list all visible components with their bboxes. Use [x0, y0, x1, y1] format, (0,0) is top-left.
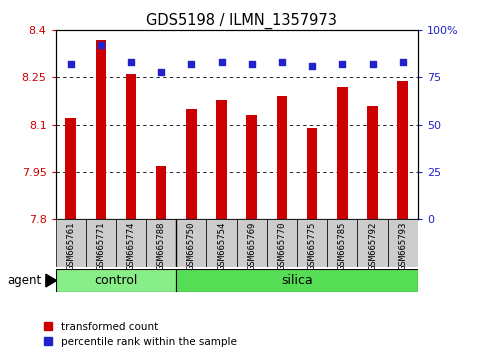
Point	[278, 59, 286, 65]
Bar	[388, 219, 418, 267]
Legend: transformed count, percentile rank within the sample: transformed count, percentile rank withi…	[44, 322, 236, 347]
Text: GSM665771: GSM665771	[96, 222, 105, 270]
Point	[67, 61, 74, 67]
Point	[157, 69, 165, 75]
Text: control: control	[94, 274, 138, 287]
Point	[308, 63, 316, 69]
Bar	[246, 115, 257, 219]
Point	[97, 42, 105, 48]
Text: silica: silica	[281, 274, 313, 287]
Point	[369, 61, 376, 67]
Polygon shape	[46, 274, 57, 287]
Bar	[398, 81, 408, 219]
Text: GSM665770: GSM665770	[277, 222, 286, 270]
Bar	[96, 40, 106, 219]
Text: GSM665761: GSM665761	[66, 222, 75, 270]
Bar	[186, 109, 197, 219]
Bar	[126, 74, 136, 219]
Bar	[237, 219, 267, 267]
Text: GSM665774: GSM665774	[127, 222, 136, 270]
Point	[399, 59, 407, 65]
Text: agent: agent	[7, 274, 42, 287]
Bar	[267, 219, 297, 267]
Bar	[86, 219, 116, 267]
Point	[127, 59, 135, 65]
Bar	[337, 87, 348, 219]
Text: GSM665775: GSM665775	[308, 222, 317, 270]
Bar	[357, 219, 388, 267]
Bar	[207, 219, 237, 267]
Bar	[176, 269, 418, 292]
Bar	[277, 96, 287, 219]
Bar	[297, 219, 327, 267]
Text: GSM665754: GSM665754	[217, 222, 226, 270]
Text: GDS5198 / ILMN_1357973: GDS5198 / ILMN_1357973	[146, 12, 337, 29]
Point	[339, 61, 346, 67]
Point	[218, 59, 226, 65]
Text: GSM665793: GSM665793	[398, 222, 407, 270]
Text: GSM665785: GSM665785	[338, 222, 347, 270]
Point	[248, 61, 256, 67]
Text: GSM665792: GSM665792	[368, 222, 377, 270]
Text: GSM665769: GSM665769	[247, 222, 256, 270]
Bar	[65, 119, 76, 219]
Bar	[116, 219, 146, 267]
Point	[187, 61, 195, 67]
Bar	[307, 128, 317, 219]
Text: GSM665750: GSM665750	[187, 222, 196, 270]
Bar	[216, 99, 227, 219]
Bar	[56, 219, 86, 267]
Bar	[56, 269, 176, 292]
Bar	[176, 219, 207, 267]
Bar	[327, 219, 357, 267]
Bar	[146, 219, 176, 267]
Bar	[367, 106, 378, 219]
Text: GSM665788: GSM665788	[156, 222, 166, 270]
Bar	[156, 166, 167, 219]
